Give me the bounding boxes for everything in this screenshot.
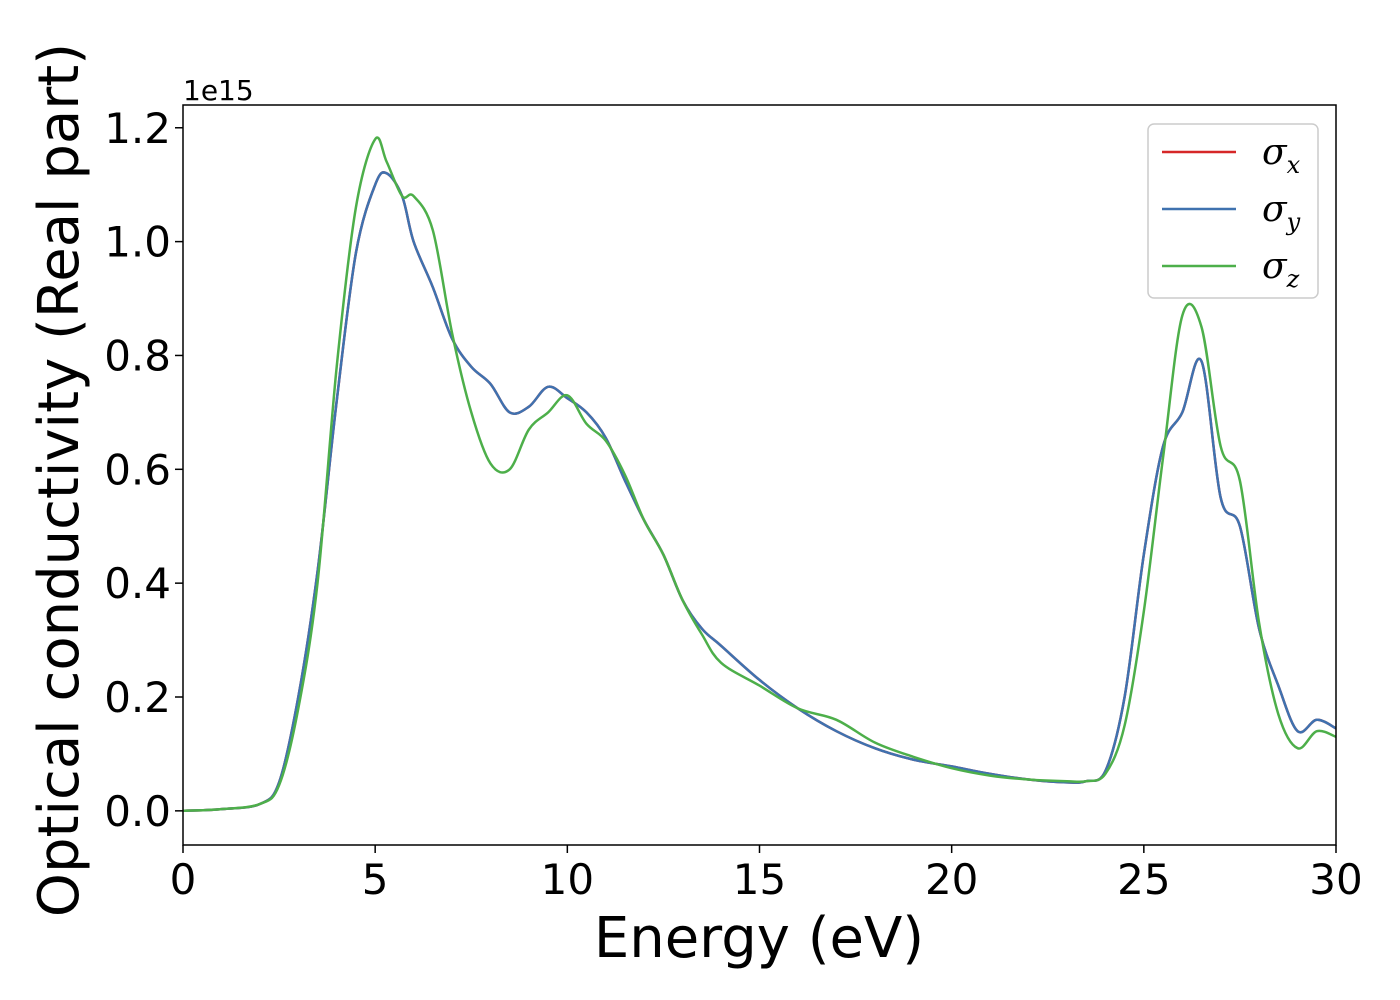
legend-subscript: x xyxy=(1287,151,1301,179)
x-tick-label: 0 xyxy=(170,855,197,904)
y-tick-label: 0.4 xyxy=(104,559,171,608)
x-tick-label: 25 xyxy=(1117,855,1170,904)
y-axis-title: Optical conductivity (Real part) xyxy=(27,43,92,917)
x-tick-label: 30 xyxy=(1309,855,1362,904)
y-tick-label: 1.0 xyxy=(104,218,171,267)
x-tick-label: 20 xyxy=(925,855,978,904)
y-tick-label: 0.0 xyxy=(104,787,171,836)
series-layer xyxy=(183,136,1336,813)
y-offset-label: 1e15 xyxy=(183,74,254,107)
y-tick-label: 1.2 xyxy=(104,104,171,153)
legend-label-x: σx xyxy=(1262,132,1301,179)
y-tick-label: 0.2 xyxy=(104,673,171,722)
legend-label-y: σy xyxy=(1262,189,1301,236)
x-axis-title: Energy (eV) xyxy=(594,906,924,971)
legend-subscript: y xyxy=(1286,208,1301,236)
legend-label-z: σz xyxy=(1262,246,1300,293)
y-tick-label: 0.6 xyxy=(104,445,171,494)
y-axis-ticks: 0.0 0.2 0.4 0.6 0.8 1.0 1.2 xyxy=(104,104,183,836)
x-tick-label: 10 xyxy=(541,855,594,904)
legend-box xyxy=(1147,123,1319,299)
legend-symbol: σ xyxy=(1262,189,1288,230)
x-tick-label: 5 xyxy=(362,855,389,904)
y-tick-label: 0.8 xyxy=(104,331,171,380)
legend-subscript: z xyxy=(1286,265,1300,293)
legend-symbol: σ xyxy=(1262,246,1288,287)
series-line-z xyxy=(183,136,1336,813)
x-tick-label: 15 xyxy=(733,855,786,904)
x-axis-ticks: 0 5 10 15 20 25 30 xyxy=(170,845,1363,904)
legend-symbol: σ xyxy=(1262,132,1288,173)
